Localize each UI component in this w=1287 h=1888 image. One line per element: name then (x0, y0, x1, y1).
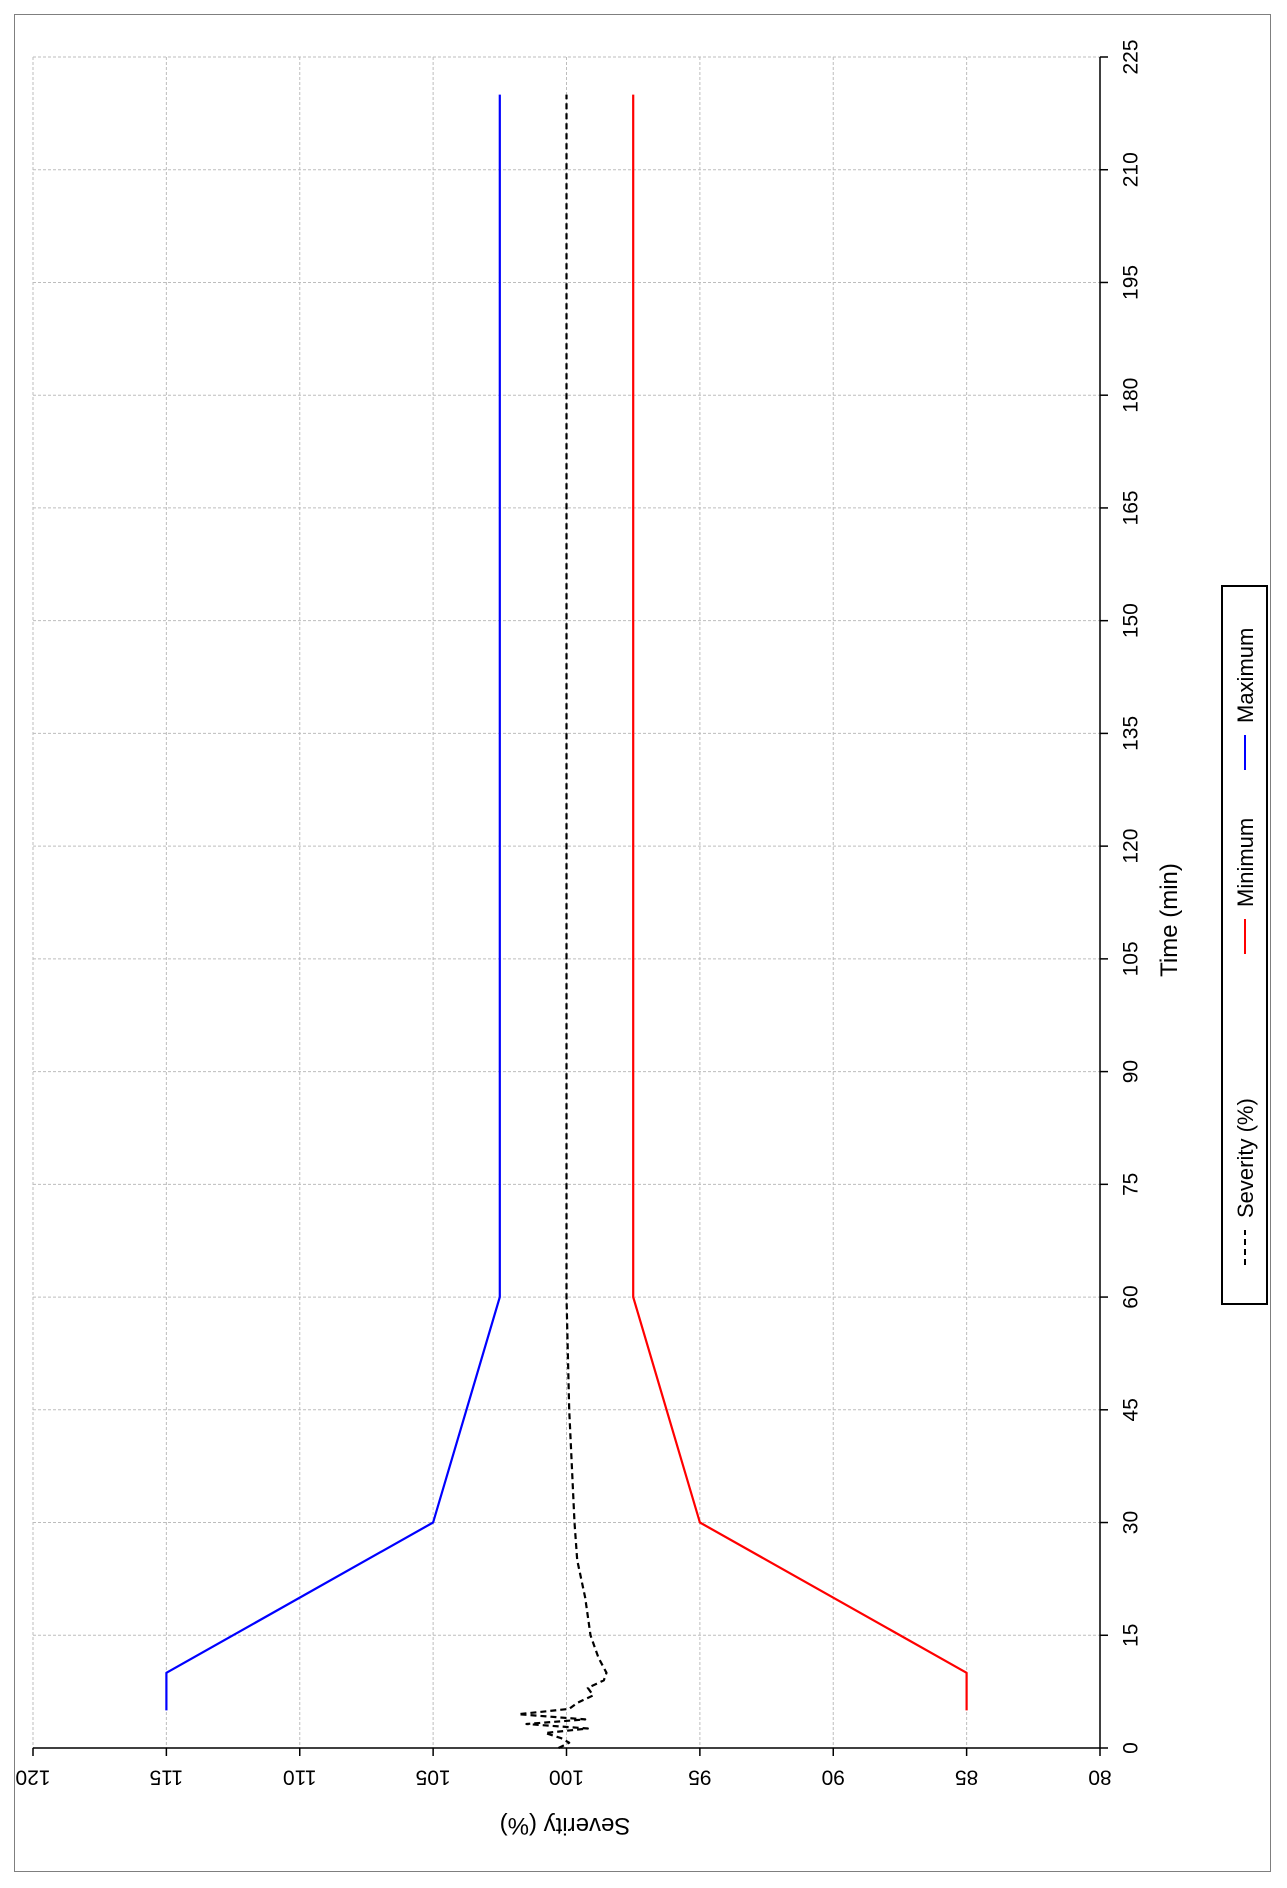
time-tick-label: 30 (1119, 1511, 1142, 1534)
time-tick-label: 180 (1119, 378, 1142, 413)
tick-labels: 0 15 30 45 60 75 90 105 120 135 150 165 180 195 210 225… (15, 39, 1142, 1788)
severity-tick-label: 120 (15, 1766, 50, 1789)
time-tick-label: 60 (1119, 1285, 1142, 1308)
time-tick-label: 75 (1119, 1173, 1142, 1196)
series-group (165, 94, 968, 1749)
y-axis-title: Severity (%) (500, 1812, 631, 1839)
legend-label-minimum: Minimum (1233, 818, 1258, 907)
severity-tick-label: 80 (1088, 1766, 1111, 1789)
severity-tick-label: 105 (416, 1766, 451, 1789)
severity-tick-label: 85 (955, 1766, 978, 1789)
series-line-maximum (165, 94, 501, 1711)
time-tick-label: 150 (1119, 603, 1142, 638)
legend: Severity (%) Minimum Maximum (1221, 585, 1268, 1305)
time-tick-label: 165 (1119, 490, 1142, 525)
time-tick-label: 90 (1119, 1060, 1142, 1083)
series-line-minimum (632, 94, 968, 1711)
series-line-severity (517, 94, 608, 1749)
x-axis-title: Time (min) (1156, 863, 1183, 977)
severity-tick-label: 95 (688, 1766, 711, 1789)
time-tick-label: 0 (1119, 1742, 1142, 1754)
time-tick-label: 105 (1119, 941, 1142, 976)
severity-tick-label: 115 (150, 1766, 183, 1789)
time-tick-label: 120 (1119, 829, 1142, 864)
severity-tick-label: 90 (822, 1766, 845, 1789)
time-tick-label: 45 (1119, 1398, 1142, 1421)
time-tick-label: 210 (1119, 152, 1142, 187)
time-tick-label: 195 (1119, 265, 1142, 300)
time-tick-label: 135 (1119, 716, 1142, 751)
time-tick-label: 15 (1119, 1624, 1142, 1647)
legend-label-maximum: Maximum (1233, 628, 1258, 723)
chart-frame (14, 14, 1271, 1872)
grid (32, 56, 1100, 1748)
severity-tick-label: 110 (283, 1766, 316, 1789)
severity-tick-label: 100 (549, 1766, 584, 1789)
legend-label-severity: Severity (%) (1233, 1098, 1258, 1218)
axes (32, 56, 1108, 1756)
time-tick-label: 225 (1119, 39, 1142, 74)
